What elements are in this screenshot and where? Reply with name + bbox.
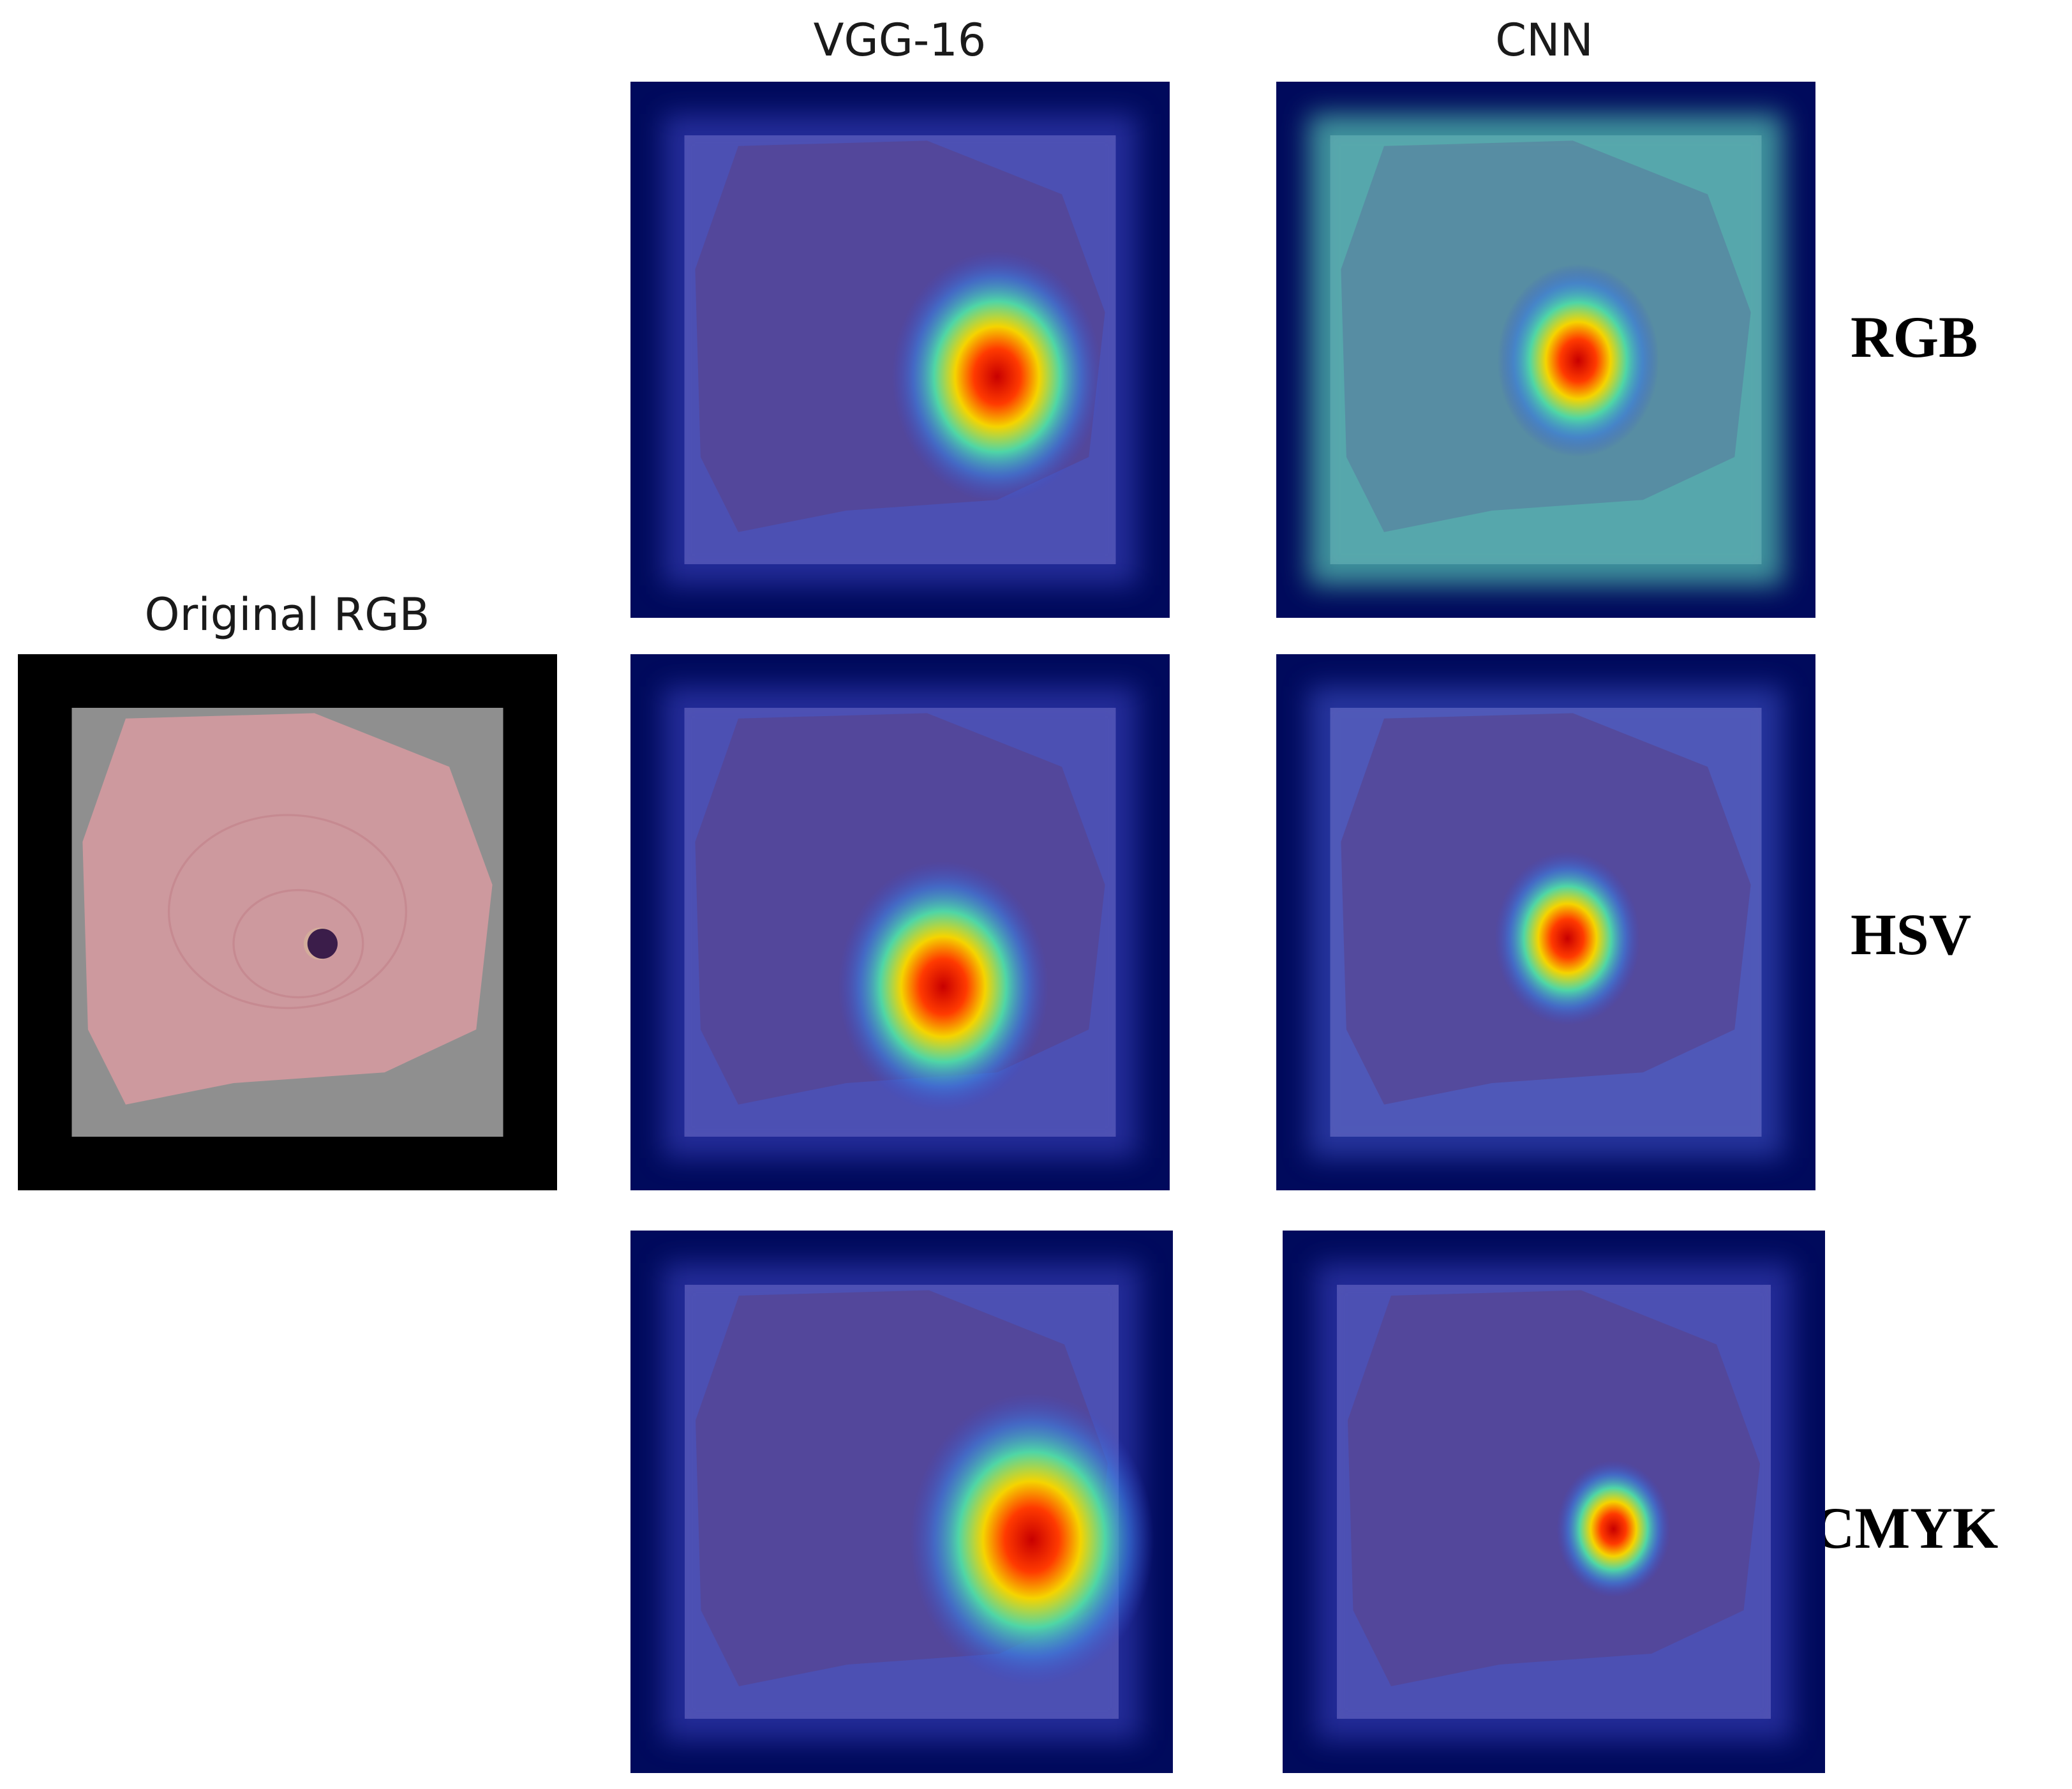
activation-hotspot [891,251,1103,502]
panel-vgg16-rgb [630,82,1170,618]
row-label-cmyk: CMYK [1812,1495,1999,1561]
panel-vgg16-cmyk [630,1231,1173,1773]
heatmap-vgg16-rgb [630,82,1170,618]
original-cell-image [18,654,557,1190]
panel-cnn-hsv [1276,654,1815,1190]
panel-cnn-cmyk [1283,1231,1825,1773]
column-label-vgg16: VGG-16 [813,14,987,66]
activation-hotspot [838,861,1048,1112]
heatmap-cnn-cmyk [1283,1231,1825,1773]
activation-hotspot [1494,851,1641,1026]
activation-hotspot [909,1393,1154,1686]
heatmap-vgg16-hsv [630,654,1170,1190]
panel-original-rgb [18,654,557,1190]
label-original-rgb: Original RGB [144,588,430,641]
panel-cnn-rgb [1276,82,1815,618]
heatmap-cnn-hsv [1276,654,1815,1190]
panel-vgg16-hsv [630,654,1170,1190]
column-label-cnn: CNN [1495,14,1593,66]
activation-hotspot [1497,264,1659,457]
heatmap-cnn-rgb [1276,82,1815,618]
activation-hotspot [1556,1460,1671,1598]
row-label-rgb: RGB [1851,304,1978,370]
heatmap-vgg16-cmyk [630,1231,1173,1773]
row-label-hsv: HSV [1851,902,1972,967]
